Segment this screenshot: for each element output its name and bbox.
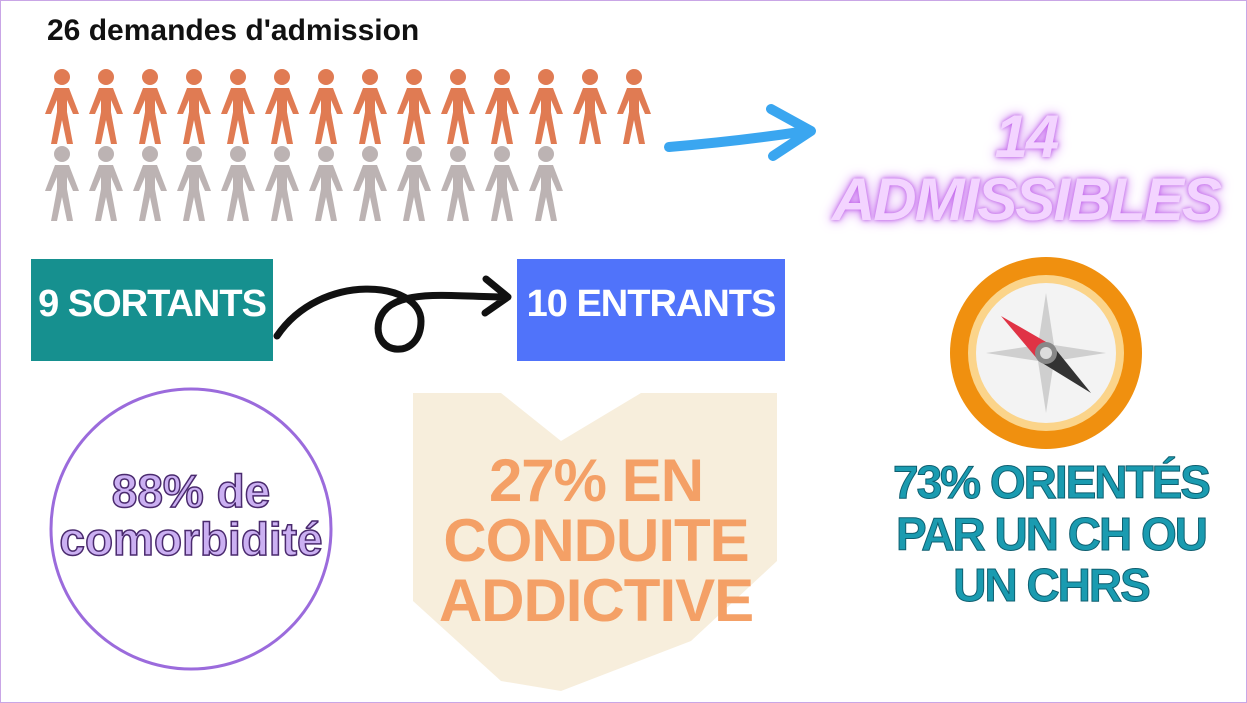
line: 88% de: [51, 467, 331, 515]
admitted-icons: [45, 69, 651, 144]
admissibles: 14 ADMISSIBLES: [816, 105, 1236, 231]
in-label: 10 ENTRANTS: [517, 285, 785, 325]
line: CONDUITE: [421, 511, 771, 571]
infographic: 26 demandes d'admission 14 ADMISSIBLES 9…: [0, 0, 1247, 703]
requests-title: 26 demandes d'admission: [47, 15, 419, 47]
line: PAR UN CH OU: [881, 509, 1221, 561]
line: ADDICTIVE: [421, 571, 771, 631]
line: 73% ORIENTÉS: [881, 457, 1221, 509]
out-label: 9 SORTANTS: [31, 285, 273, 325]
loop-arrow: [277, 279, 508, 349]
line: UN CHRS: [881, 560, 1221, 612]
other-icons: [45, 146, 563, 221]
line: comorbidité: [51, 515, 331, 563]
blue-arrow: [669, 109, 811, 156]
compass: [950, 257, 1142, 449]
line: 27% EN: [421, 451, 771, 511]
